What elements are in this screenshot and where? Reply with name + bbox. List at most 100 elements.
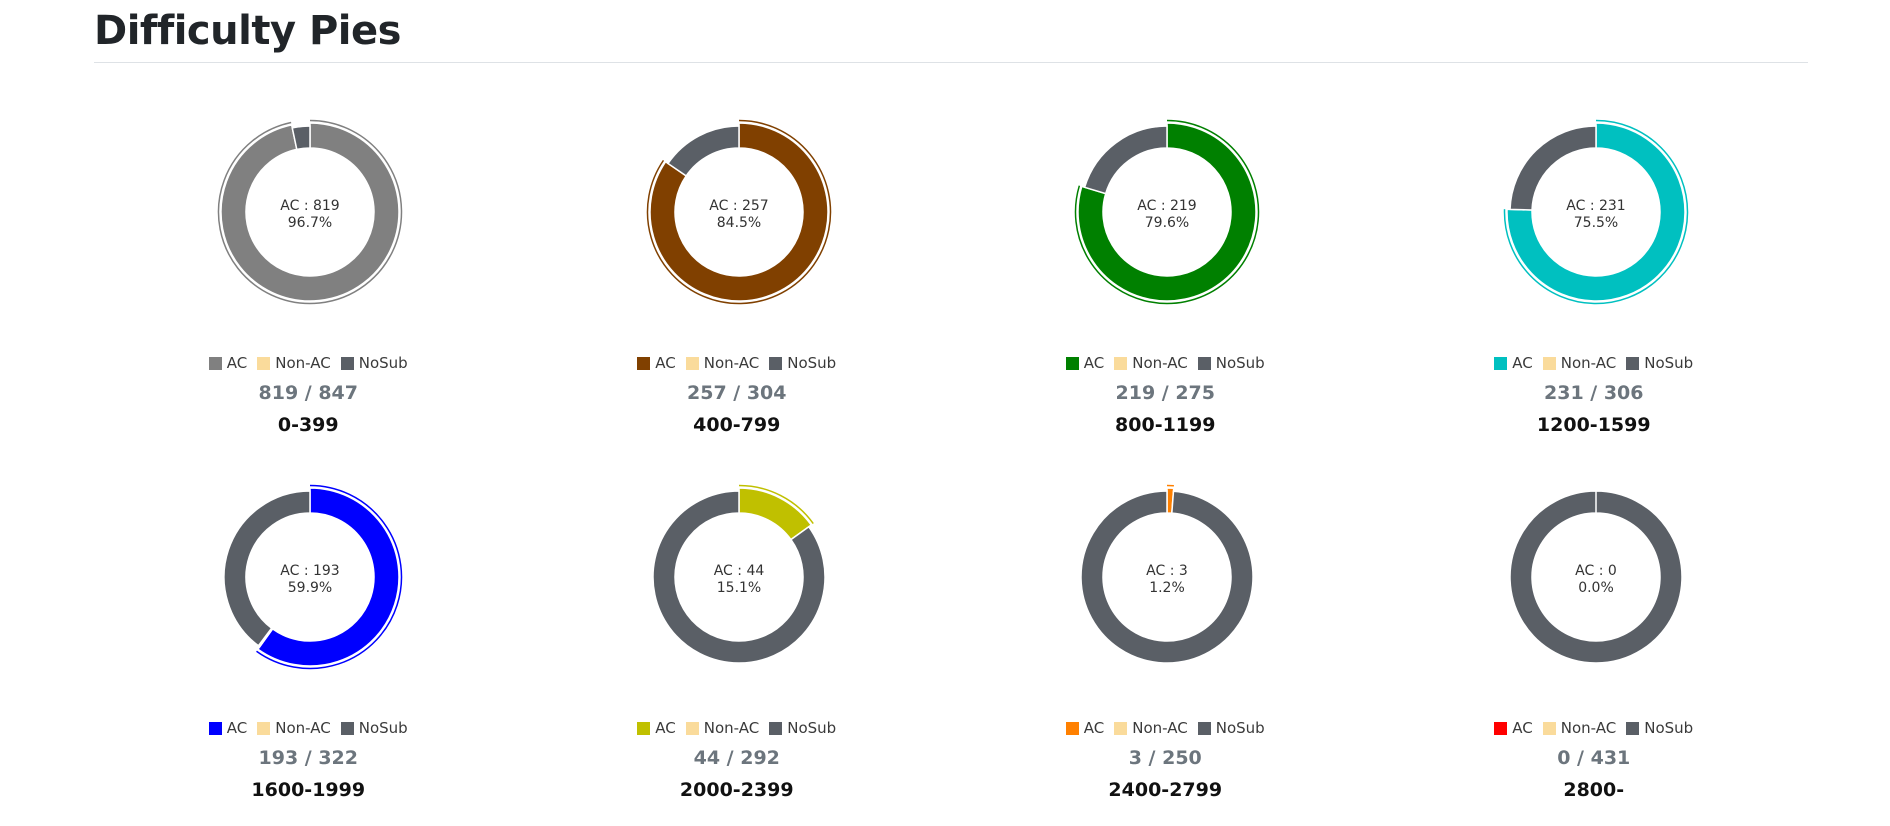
- legend-swatch: [686, 722, 699, 735]
- pie-center-ac-percent: 0.0%: [1578, 580, 1614, 596]
- ac-ratio: 3 / 250: [951, 747, 1380, 769]
- legend-swatch: [257, 357, 270, 370]
- legend-item-nonac[interactable]: Non-AC: [1543, 354, 1616, 372]
- legend-swatch: [341, 357, 354, 370]
- legend-label: AC: [1512, 719, 1532, 737]
- difficulty-range-label: 2000-2399: [523, 779, 952, 801]
- pie-legend: AC Non-AC NoSub: [951, 354, 1380, 372]
- legend-swatch: [1114, 722, 1127, 735]
- legend-item-nosub[interactable]: NoSub: [1198, 719, 1265, 737]
- legend-item-ac[interactable]: AC: [209, 354, 247, 372]
- legend-swatch: [1494, 357, 1507, 370]
- legend-swatch: [1198, 357, 1211, 370]
- ac-ratio: 44 / 292: [523, 747, 952, 769]
- legend-item-nosub[interactable]: NoSub: [341, 354, 408, 372]
- difficulty-range-label: 2400-2799: [951, 779, 1380, 801]
- difficulty-range-label: 0-399: [94, 414, 523, 436]
- legend-swatch: [257, 722, 270, 735]
- legend-item-ac[interactable]: AC: [637, 354, 675, 372]
- pie-slice-ac[interactable]: [739, 488, 811, 540]
- legend-swatch: [769, 357, 782, 370]
- pie-legend: AC Non-AC NoSub: [94, 354, 523, 372]
- pie-center-ac-count: AC : 257: [709, 198, 768, 214]
- legend-label: AC: [227, 719, 247, 737]
- legend-label: AC: [655, 719, 675, 737]
- legend-label: Non-AC: [704, 354, 759, 372]
- legend-swatch: [637, 722, 650, 735]
- legend-label: NoSub: [1216, 354, 1265, 372]
- difficulty-range-label: 400-799: [523, 414, 952, 436]
- legend-swatch: [1543, 722, 1556, 735]
- legend-item-ac[interactable]: AC: [1066, 354, 1104, 372]
- legend-label: Non-AC: [275, 354, 330, 372]
- legend-item-nosub[interactable]: NoSub: [1198, 354, 1265, 372]
- legend-swatch: [1114, 357, 1127, 370]
- legend-item-nonac[interactable]: Non-AC: [1114, 719, 1187, 737]
- legend-item-ac[interactable]: AC: [1066, 719, 1104, 737]
- legend-label: NoSub: [359, 354, 408, 372]
- legend-item-nosub[interactable]: NoSub: [1626, 354, 1693, 372]
- legend-swatch: [341, 722, 354, 735]
- pie-legend: AC Non-AC NoSub: [1380, 719, 1809, 737]
- legend-item-nonac[interactable]: Non-AC: [686, 354, 759, 372]
- difficulty-range-label: 1600-1999: [94, 779, 523, 801]
- legend-label: AC: [1084, 354, 1104, 372]
- legend-item-nonac[interactable]: Non-AC: [257, 354, 330, 372]
- legend-swatch: [1198, 722, 1211, 735]
- pie-slice-nosub[interactable]: [667, 126, 738, 176]
- legend-item-ac[interactable]: AC: [209, 719, 247, 737]
- legend-item-nosub[interactable]: NoSub: [1626, 719, 1693, 737]
- legend-label: Non-AC: [704, 719, 759, 737]
- title-divider: [94, 62, 1808, 63]
- ac-ratio: 219 / 275: [951, 382, 1380, 404]
- legend-label: AC: [1512, 354, 1532, 372]
- legend-label: NoSub: [1216, 719, 1265, 737]
- ac-ratio: 193 / 322: [94, 747, 523, 769]
- ac-ratio: 257 / 304: [523, 382, 952, 404]
- legend-swatch: [686, 357, 699, 370]
- pie-slice-nosub[interactable]: [1085, 126, 1167, 194]
- legend-item-ac[interactable]: AC: [637, 719, 675, 737]
- legend-item-nosub[interactable]: NoSub: [341, 719, 408, 737]
- difficulty-range-label: 800-1199: [951, 414, 1380, 436]
- pie-center-ac-percent: 75.5%: [1573, 215, 1617, 231]
- legend-label: NoSub: [1644, 719, 1693, 737]
- legend-item-ac[interactable]: AC: [1494, 719, 1532, 737]
- legend-item-nonac[interactable]: Non-AC: [1543, 719, 1616, 737]
- legend-label: NoSub: [1644, 354, 1693, 372]
- pie-center-ac-count: AC : 819: [280, 198, 339, 214]
- legend-label: NoSub: [787, 354, 836, 372]
- pie-center-ac-count: AC : 231: [1566, 198, 1625, 214]
- pie-center-ac-percent: 79.6%: [1145, 215, 1189, 231]
- legend-swatch: [1626, 722, 1639, 735]
- pie-center-ac-count: AC : 44: [713, 563, 764, 579]
- legend-label: AC: [1084, 719, 1104, 737]
- legend-label: NoSub: [787, 719, 836, 737]
- difficulty-pie-chart: AC : 00.0%: [1484, 465, 1708, 689]
- legend-label: Non-AC: [275, 719, 330, 737]
- page-title: Difficulty Pies: [94, 8, 401, 54]
- difficulty-pie-chart: AC : 31.2%: [1055, 465, 1279, 689]
- legend-swatch: [1543, 357, 1556, 370]
- pie-center-ac-count: AC : 0: [1575, 563, 1617, 579]
- legend-swatch: [637, 357, 650, 370]
- legend-item-nosub[interactable]: NoSub: [769, 354, 836, 372]
- legend-item-nonac[interactable]: Non-AC: [257, 719, 330, 737]
- legend-swatch: [1494, 722, 1507, 735]
- legend-label: Non-AC: [1561, 354, 1616, 372]
- legend-item-nonac[interactable]: Non-AC: [686, 719, 759, 737]
- legend-label: AC: [227, 354, 247, 372]
- legend-item-ac[interactable]: AC: [1494, 354, 1532, 372]
- legend-item-nonac[interactable]: Non-AC: [1114, 354, 1187, 372]
- pie-legend: AC Non-AC NoSub: [951, 719, 1380, 737]
- legend-item-nosub[interactable]: NoSub: [769, 719, 836, 737]
